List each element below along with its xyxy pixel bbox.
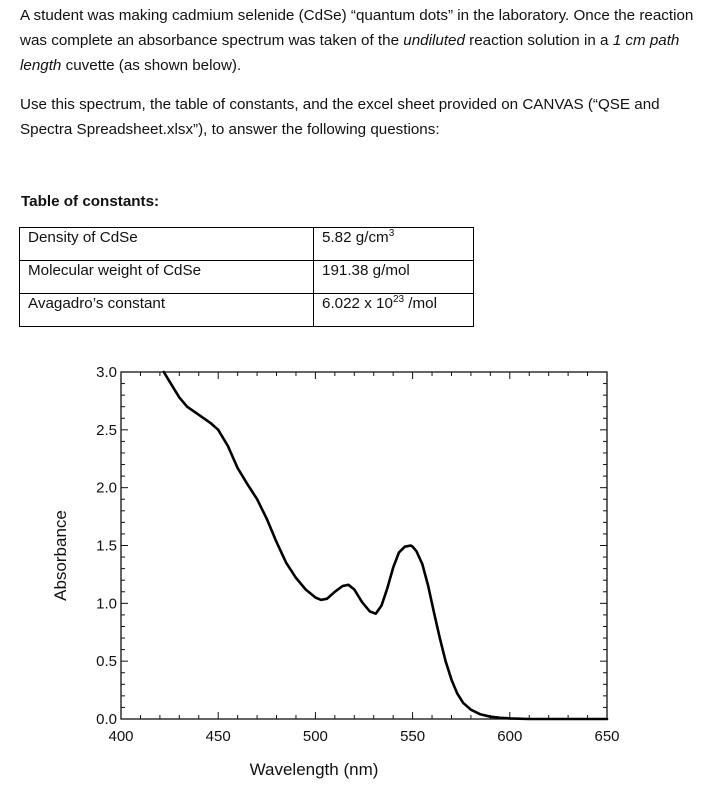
instructions-paragraph: Use this spectrum, the table of constant… bbox=[20, 96, 660, 138]
constant-name: Avagadro’s constant bbox=[19, 293, 314, 327]
constant-value-text: 5.82 g/cm bbox=[322, 229, 389, 246]
y-tick-label: 2.5 bbox=[96, 422, 117, 439]
intro-paragraph: A student was making cadmium selenide (C… bbox=[20, 3, 700, 78]
y-tick-label: 1.5 bbox=[96, 538, 117, 555]
constant-value-text: 191.38 g/mol bbox=[322, 262, 410, 279]
constant-value: 5.82 g/cm3 bbox=[313, 227, 474, 261]
table-row: Molecular weight of CdSe 191.38 g/mol bbox=[19, 260, 474, 294]
constant-value-exponent: 3 bbox=[388, 227, 395, 239]
constants-table-title: Table of constants: bbox=[21, 193, 160, 210]
plot-frame bbox=[120, 371, 608, 720]
constant-value-suffix: /mol bbox=[404, 295, 437, 312]
intro-text-c: reaction solution in a bbox=[464, 32, 613, 49]
constant-value: 191.38 g/mol bbox=[313, 260, 474, 294]
constant-name: Density of CdSe bbox=[19, 227, 314, 261]
x-tick-label: 550 bbox=[400, 728, 425, 745]
table-row: Density of CdSe 5.82 g/cm3 bbox=[19, 227, 474, 261]
absorbance-spectrum-chart: 400 450 500 550 600 650 0.0 0.5 1.0 1.5 2.0 2.5 3.0 W… bbox=[51, 364, 620, 779]
chart-layer: 400 450 500 550 600 650 0.0 0.5 1.0 1.5 2.0 2.5 3.0 W… bbox=[51, 364, 620, 779]
y-tick-label: 2.0 bbox=[96, 480, 117, 497]
absorbance-series-line bbox=[162, 370, 609, 721]
constant-value-text: 6.022 x 10 bbox=[322, 295, 393, 312]
y-tick-label: 3.0 bbox=[96, 364, 117, 381]
table-row: Avagadro’s constant 6.022 x 1023 /mol bbox=[19, 293, 474, 327]
constant-value-exponent: 23 bbox=[392, 293, 405, 305]
y-axis-label: Absorbance bbox=[51, 510, 70, 601]
intro-emphasis-undiluted: undiluted bbox=[403, 32, 465, 49]
x-tick-label: 450 bbox=[206, 728, 231, 745]
y-tick-label: 0.0 bbox=[96, 711, 117, 728]
x-tick-label: 600 bbox=[497, 728, 522, 745]
intro-text-e: cuvette (as shown below). bbox=[61, 57, 242, 74]
intro-emphasis-path-length: 1 cm path length bbox=[20, 32, 680, 74]
x-tick-label: 500 bbox=[303, 728, 328, 745]
x-tick-label: 650 bbox=[594, 728, 619, 745]
y-tick-label: 0.5 bbox=[96, 653, 117, 670]
constant-value: 6.022 x 1023 /mol bbox=[313, 293, 474, 327]
intro-text-a: A student was making cadmium selenide (C… bbox=[20, 7, 694, 49]
constant-name: Molecular weight of CdSe bbox=[19, 260, 314, 294]
x-tick-label: 400 bbox=[108, 728, 133, 745]
x-axis-label: Wavelength (nm) bbox=[250, 760, 379, 779]
constants-table: Density of CdSe 5.82 g/cm3 Molecular wei… bbox=[19, 227, 474, 327]
y-tick-label: 1.0 bbox=[96, 595, 117, 612]
